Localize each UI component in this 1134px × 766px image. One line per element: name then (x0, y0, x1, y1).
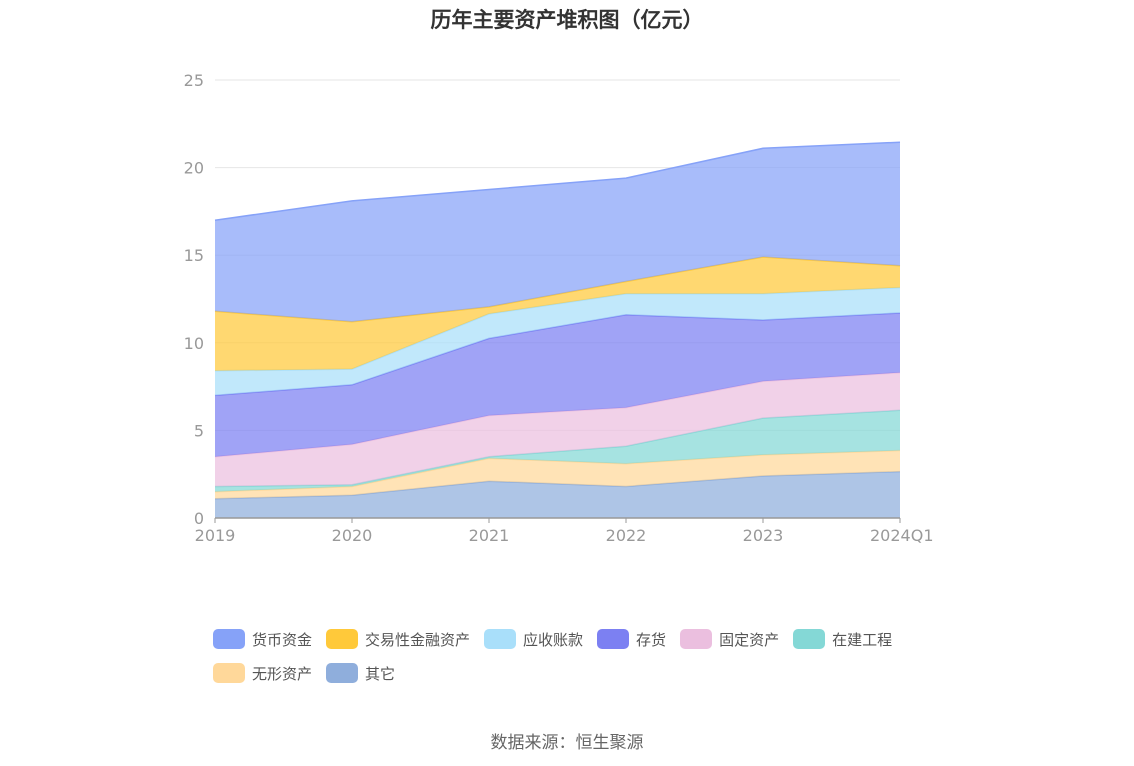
y-tick-label: 0 (194, 509, 204, 528)
legend-swatch (793, 629, 826, 649)
stacked-areas (214, 141, 901, 518)
area-series-1 (215, 450, 900, 499)
x-tick-label: 2019 (195, 526, 236, 545)
legend-swatch (213, 629, 245, 649)
legend-label: 存货 (636, 630, 667, 649)
legend-item[interactable]: 固定资产 (680, 628, 779, 650)
legend-label: 在建工程 (832, 630, 893, 649)
area-series-6 (215, 257, 900, 371)
chart-title: 历年主要资产堆积图（亿元） (430, 8, 704, 32)
legend-item[interactable]: 在建工程 (793, 628, 892, 650)
legend-label: 货币资金 (252, 630, 313, 649)
legend-item[interactable]: 交易性金融资产 (326, 628, 470, 650)
area-series-line-6 (214, 256, 901, 323)
area-series-2 (215, 410, 900, 492)
legend-label: 交易性金融资产 (365, 630, 471, 649)
legend-label: 固定资产 (719, 630, 780, 649)
legend-swatch (680, 629, 713, 649)
legend-item[interactable]: 存货 (597, 628, 666, 650)
x-tick-label: 2023 (743, 526, 784, 545)
legend-swatch (484, 629, 517, 649)
legend-label: 无形资产 (252, 664, 313, 683)
area-series-line-7 (214, 141, 901, 221)
legend-item[interactable]: 应收账款 (484, 628, 583, 650)
legend-swatch (326, 629, 359, 649)
y-tick-label: 20 (184, 159, 204, 178)
area-series-3 (215, 372, 900, 487)
y-tick-label: 10 (184, 334, 204, 353)
y-tick-label: 25 (184, 71, 204, 90)
legend-label: 其它 (365, 664, 396, 683)
legend-item[interactable]: 货币资金 (213, 628, 312, 650)
area-series-7 (215, 142, 900, 322)
legend: 货币资金 交易性金融资产 应收账款 存货 固定资产 在建工程无形资产 其它 (213, 628, 953, 684)
area-series-line-4 (214, 312, 901, 397)
legend-swatch (213, 663, 245, 683)
legend-item[interactable]: 其它 (326, 662, 395, 684)
chart-plot: 0 5 10 15 20 25 2019 2020 2021 2022 2023 2024Q1 (184, 71, 934, 545)
area-series-4 (215, 313, 900, 457)
x-tick-label: 2021 (469, 526, 510, 545)
legend-swatch (597, 629, 630, 649)
x-tick-label: 2020 (332, 526, 373, 545)
legend-item[interactable]: 无形资产 (213, 662, 312, 684)
x-tick-label: 2024Q1 (870, 526, 934, 545)
area-series-0 (215, 471, 900, 518)
axes: 0 5 10 15 20 25 2019 2020 2021 2022 2023 2024Q1 (184, 71, 934, 545)
source-note: 数据来源：恒生聚源 (490, 733, 644, 753)
y-tick-label: 15 (184, 246, 204, 265)
legend-label: 应收账款 (523, 630, 584, 649)
y-tick-label: 5 (194, 421, 204, 440)
area-series-5 (215, 287, 900, 396)
x-tick-label: 2022 (606, 526, 647, 545)
legend-swatch (326, 663, 359, 683)
